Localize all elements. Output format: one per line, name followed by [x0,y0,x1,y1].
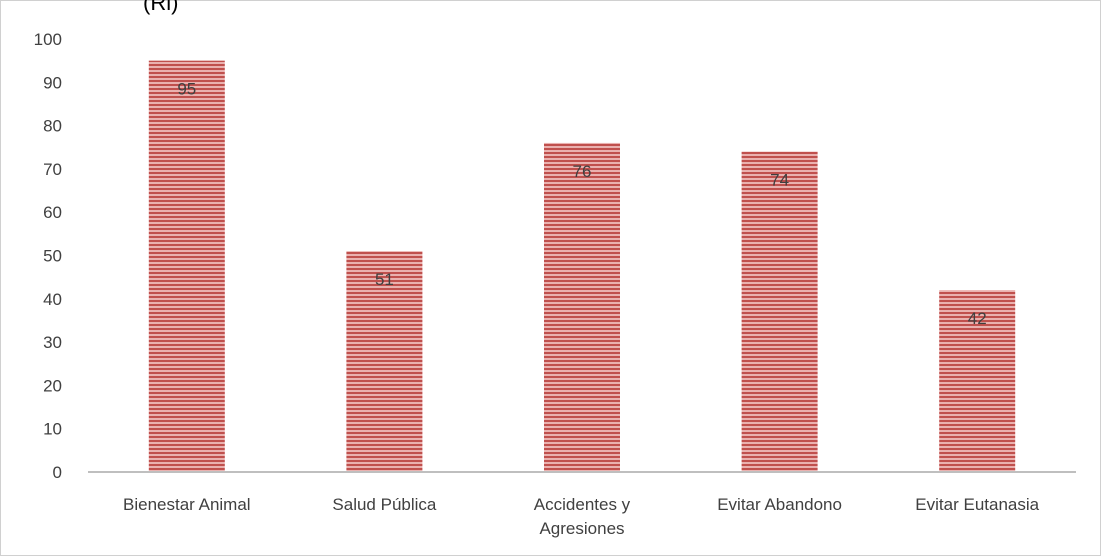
y-tick-label: 100 [34,30,62,49]
x-tick-label: Salud Pública [332,495,437,514]
bar [939,290,1016,472]
y-axis: 0 10 20 30 40 50 60 70 80 90 100 [34,30,62,482]
x-tick-label: Bienestar Animal [123,495,251,514]
bar [544,142,620,473]
y-tick-label: 50 [43,247,62,266]
y-tick-label: 20 [43,376,62,395]
y-tick-label: 70 [43,160,62,179]
y-tick-label: 60 [43,203,62,222]
bar [346,251,423,472]
y-tick-label: 30 [43,333,62,352]
data-labels: 95 51 76 74 42 [177,80,986,328]
y-tick-label: 0 [53,463,62,482]
data-label: 95 [177,80,196,99]
y-tick-label: 80 [43,117,62,136]
chart-title: (Ri) [143,0,179,15]
y-tick-label: 40 [43,290,62,309]
data-label: 76 [573,162,592,181]
bar [148,60,225,473]
x-tick-label: Accidentes y Agresiones [534,495,631,538]
y-tick-label: 90 [43,73,62,92]
data-label: 51 [375,270,394,289]
data-label: 42 [968,309,987,328]
x-axis: Bienestar Animal Salud Pública Accidentes … [88,471,1076,538]
x-tick-label: Evitar Eutanasia [915,495,1039,514]
y-tick-label: 10 [43,420,62,439]
data-label: 74 [770,171,789,190]
bar [741,151,818,472]
bars [148,60,1016,473]
x-tick-label: Evitar Abandono [717,495,842,514]
